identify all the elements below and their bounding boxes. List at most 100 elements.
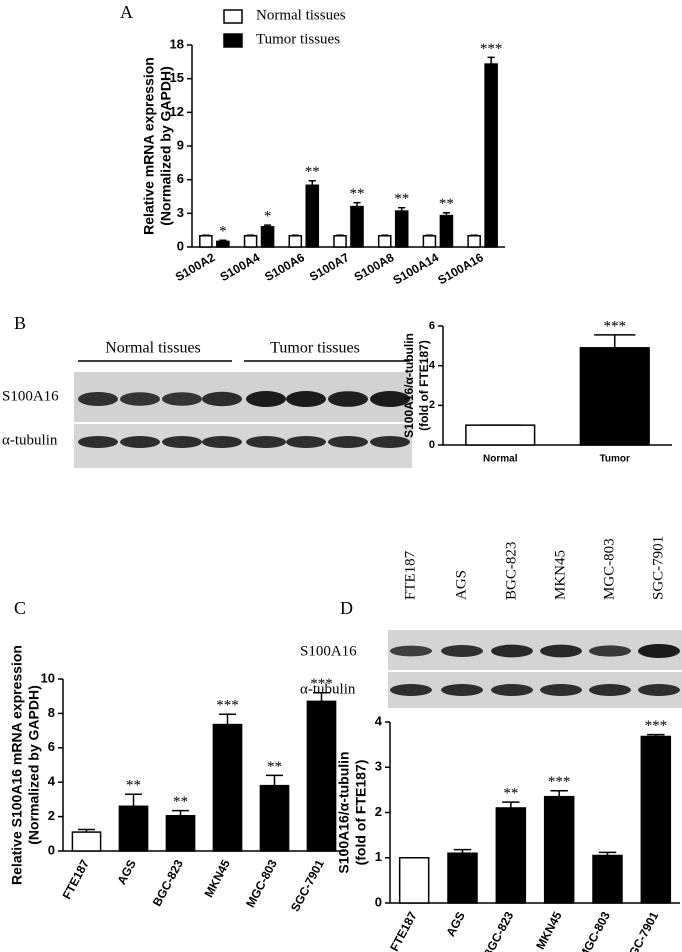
lane-label: AGS bbox=[453, 570, 469, 600]
y-tick-label: 4 bbox=[48, 774, 56, 789]
blot-band bbox=[491, 684, 533, 696]
bar bbox=[199, 235, 213, 248]
significance-label: *** bbox=[604, 318, 627, 334]
x-tick-label: S100A14 bbox=[391, 250, 442, 287]
x-tick-label: FTE187 bbox=[387, 909, 420, 952]
blot-band bbox=[370, 391, 410, 407]
bar bbox=[579, 347, 650, 446]
blot-band bbox=[540, 684, 582, 696]
x-tick-label: MGC-803 bbox=[576, 909, 613, 952]
bar bbox=[260, 226, 275, 248]
bar bbox=[398, 857, 430, 904]
bar bbox=[592, 854, 623, 904]
bar bbox=[495, 807, 527, 904]
blot-band bbox=[286, 391, 326, 407]
x-tick-label: SGC-7901 bbox=[622, 909, 661, 952]
blot-band bbox=[120, 392, 160, 406]
bar bbox=[350, 205, 364, 248]
bar bbox=[465, 424, 536, 446]
blot-band bbox=[441, 645, 483, 657]
lane-label: FTE187 bbox=[402, 550, 418, 600]
blot-band bbox=[638, 644, 680, 658]
bar bbox=[288, 235, 303, 248]
bar bbox=[467, 235, 481, 248]
lane-label: SGC-7901 bbox=[650, 536, 666, 600]
blot-band bbox=[540, 644, 582, 658]
significance-label: ** bbox=[305, 164, 320, 180]
bar bbox=[484, 63, 498, 248]
y-tick-label: 2 bbox=[375, 804, 382, 819]
y-tick-label: 6 bbox=[177, 171, 184, 186]
blot-band bbox=[120, 436, 160, 448]
bar bbox=[377, 235, 392, 248]
y-tick-label: 8 bbox=[48, 705, 55, 720]
bar bbox=[439, 214, 454, 248]
x-tick-label: S100A2 bbox=[173, 250, 218, 284]
blot-band bbox=[162, 436, 202, 448]
bar bbox=[422, 235, 437, 248]
bar bbox=[71, 831, 102, 852]
bar bbox=[118, 805, 149, 852]
bar bbox=[243, 235, 258, 248]
y-tick-label: 0 bbox=[429, 439, 435, 451]
legend-swatch bbox=[223, 33, 243, 48]
y-axis-label: (Normalized by GAPDH) bbox=[26, 685, 42, 844]
bar bbox=[212, 723, 243, 852]
panel-label: D bbox=[340, 598, 353, 618]
blot-group-label: Normal tissues bbox=[105, 340, 201, 357]
significance-label: *** bbox=[310, 676, 333, 692]
bar bbox=[447, 852, 478, 904]
blot-band bbox=[370, 436, 410, 448]
blot-row-label: α-tubulin bbox=[2, 432, 58, 448]
y-tick-label: 10 bbox=[41, 670, 55, 685]
y-tick-label: 9 bbox=[177, 137, 184, 152]
bar bbox=[333, 235, 347, 248]
lane-label: BGC-823 bbox=[503, 542, 519, 600]
lane-label: MKN45 bbox=[552, 550, 568, 600]
blot-strip bbox=[388, 672, 682, 708]
bar bbox=[394, 210, 409, 248]
y-axis-label: (fold of FTE187) bbox=[417, 340, 431, 431]
significance-label: *** bbox=[480, 41, 503, 57]
blot-band bbox=[202, 391, 242, 407]
significance-label: ** bbox=[126, 778, 141, 794]
x-tick-label: MGC-803 bbox=[243, 857, 280, 910]
x-tick-label: BGC-823 bbox=[480, 909, 516, 952]
blot-band bbox=[162, 392, 202, 406]
x-tick-label: AGS bbox=[443, 909, 468, 939]
blot-band bbox=[638, 684, 680, 696]
y-tick-label: 0 bbox=[375, 894, 382, 909]
blot-band bbox=[246, 436, 286, 448]
x-tick-label: Tumor bbox=[600, 454, 630, 465]
y-tick-label: 1 bbox=[375, 849, 382, 864]
y-axis-label: S100A16/α-tubulin bbox=[336, 751, 352, 873]
panel-label: C bbox=[14, 598, 26, 618]
blot-band bbox=[78, 436, 118, 448]
significance-label: *** bbox=[548, 774, 571, 790]
x-tick-label: AGS bbox=[114, 857, 139, 887]
blot-band bbox=[491, 644, 533, 658]
panel-label: A bbox=[120, 2, 133, 22]
blot-band bbox=[441, 684, 483, 696]
blot-band bbox=[328, 436, 368, 448]
y-tick-label: 4 bbox=[429, 360, 436, 372]
blot-band bbox=[390, 684, 432, 696]
bar bbox=[543, 795, 575, 904]
y-axis-label: (Normalized by GAPDH) bbox=[158, 66, 174, 225]
blot-band bbox=[246, 391, 286, 407]
blot-band bbox=[78, 392, 118, 406]
significance-label: *** bbox=[216, 698, 239, 714]
blot-row-label: S100A16 bbox=[300, 643, 357, 659]
y-tick-label: 6 bbox=[48, 739, 55, 754]
significance-label: * bbox=[264, 209, 272, 225]
y-tick-label: 3 bbox=[177, 205, 184, 220]
y-tick-label: 0 bbox=[48, 842, 55, 857]
y-axis-label: Relative mRNA expression bbox=[141, 57, 157, 235]
significance-label: ** bbox=[349, 186, 364, 202]
blot-row-label: S100A16 bbox=[2, 388, 59, 404]
x-tick-label: SGC-7901 bbox=[288, 857, 327, 914]
blot-band bbox=[589, 684, 631, 696]
significance-label: ** bbox=[394, 191, 409, 207]
significance-label: *** bbox=[645, 718, 668, 734]
